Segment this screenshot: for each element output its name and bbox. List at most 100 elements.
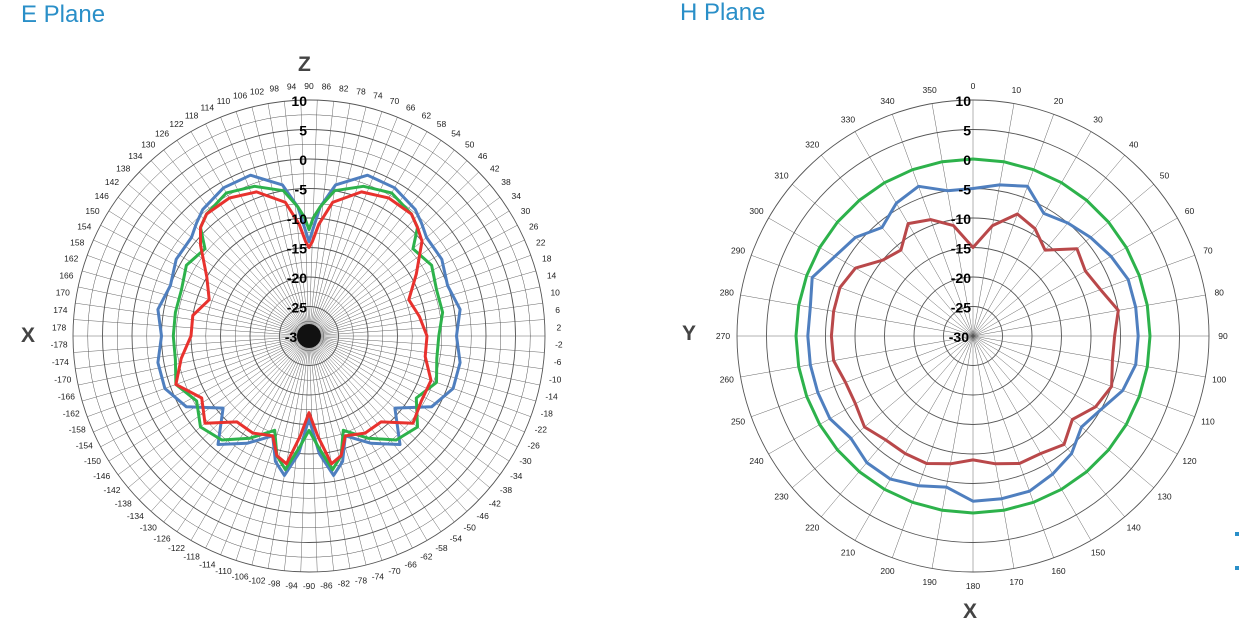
e-plane-angle-tick-label: -50: [464, 523, 477, 533]
e-plane-angle-tick-label: 110: [217, 96, 231, 106]
e-plane-angle-tick-label: 150: [85, 206, 99, 216]
h-plane-axis-x: X: [963, 600, 978, 623]
h-plane-spoke: [740, 335, 974, 378]
e-plane-angle-tick-label: -146: [93, 471, 110, 481]
e-plane-radial-tick-label: -15: [287, 241, 307, 257]
e-plane-spoke: [308, 335, 536, 402]
e-plane-angle-tick-label: 162: [64, 254, 78, 264]
h-plane-spoke: [972, 335, 1154, 488]
h-plane-angle-tick-label: 110: [1201, 417, 1215, 427]
h-plane-angle-tick-label: 210: [841, 548, 855, 558]
h-plane-angle-tick-label: 140: [1127, 523, 1141, 533]
e-plane-spoke: [108, 210, 310, 337]
e-plane-spoke: [73, 335, 310, 353]
h-plane-radial-labels: 10 5 0 -5 -10 -15 -20 -25 -30: [949, 93, 971, 345]
h-plane-angle-tick-label: 50: [1160, 170, 1170, 180]
e-plane-spoke: [308, 286, 540, 337]
h-plane-angle-tick-label: 280: [720, 288, 734, 298]
e-plane-angle-tick-label: -74: [372, 571, 385, 581]
e-plane-angle-tick-label: -38: [500, 485, 513, 495]
e-plane-spoke: [78, 286, 310, 337]
h-plane-angle-tick-label: 180: [966, 581, 980, 591]
e-plane-spoke: [267, 335, 310, 569]
e-plane-angle-tick-label: 78: [356, 86, 366, 96]
h-plane-spoke: [854, 131, 974, 337]
e-plane-spoke: [308, 335, 455, 523]
e-plane-spoke: [308, 335, 318, 572]
e-plane-angle-tick-label: 126: [155, 129, 169, 139]
e-plane-angle-tick-label: -142: [103, 485, 120, 495]
e-plane-series-3-line: [174, 190, 433, 466]
h-plane-angle-tick-label: 30: [1093, 114, 1103, 124]
h-plane-spoke: [821, 335, 974, 517]
h-plane-spoke: [972, 294, 1206, 337]
h-plane-angle-tick-label: 230: [774, 492, 788, 502]
e-plane-angle-tick-label: 66: [406, 103, 416, 113]
e-plane-angle-tick-label: -178: [51, 340, 68, 350]
e-plane-angle-tick-label: -102: [249, 576, 266, 586]
e-plane-angle-tick-label: 58: [437, 119, 447, 129]
e-plane-spoke: [251, 106, 310, 337]
e-plane-angle-tick-label: 178: [52, 322, 66, 332]
e-plane-spoke: [176, 140, 310, 337]
edge-decoration: [1235, 532, 1239, 536]
e-plane-radial-tick-label: 0: [299, 152, 307, 168]
h-plane-angle-tick-label: 270: [716, 331, 730, 341]
e-plane-spoke: [117, 197, 310, 337]
e-plane-angle-tick-label: 138: [116, 164, 130, 174]
e-plane-angle-tick-label: -106: [232, 571, 249, 581]
h-plane-spoke: [821, 155, 974, 337]
e-plane-angle-tick-label: -14: [545, 391, 558, 401]
e-plane-spoke: [220, 117, 310, 337]
e-plane-spoke: [308, 319, 545, 337]
e-plane-spoke: [108, 335, 310, 462]
e-plane-angle-tick-label: 14: [547, 271, 557, 281]
e-plane-angle-tick-label: 82: [339, 83, 349, 93]
h-plane-spoke: [972, 155, 1125, 337]
e-plane-radial-tick-label: -10: [287, 211, 307, 227]
h-plane-spoke: [768, 217, 974, 337]
e-plane-spoke: [308, 197, 501, 337]
h-plane-spoke: [972, 335, 1178, 455]
e-plane-angle-tick-label: -2: [555, 340, 563, 350]
e-plane-angle-tick-label: -98: [268, 579, 281, 589]
e-plane-spoke: [267, 103, 310, 337]
e-plane-axis-x: X: [21, 324, 36, 347]
h-plane-angle-tick-label: 70: [1203, 245, 1213, 255]
e-plane-radial-tick-label: -20: [287, 270, 307, 286]
h-plane-radial-tick-label: -10: [951, 211, 971, 227]
e-plane-spoke: [308, 184, 490, 337]
h-plane-spoke: [972, 335, 1054, 558]
h-plane-angle-tick-label: 240: [749, 456, 763, 466]
h-plane-spoke: [972, 184, 1154, 337]
e-plane-angle-tick-label: -26: [528, 441, 541, 451]
e-plane-angle-tick-label: -110: [215, 566, 232, 576]
e-plane-angle-tick-label: -22: [535, 425, 548, 435]
e-plane-angle-tick-label: 142: [105, 177, 119, 187]
e-plane-radial-tick-label: -25: [287, 300, 307, 316]
e-plane-angle-tick-label: 62: [422, 110, 432, 120]
h-plane-angle-tick-label: 170: [1009, 577, 1023, 587]
h-plane-spoke: [892, 114, 974, 337]
e-plane-angle-tick-label: 106: [233, 91, 247, 101]
edge-decoration: [1235, 566, 1239, 570]
h-plane-angle-tick-label: 250: [731, 417, 745, 427]
e-plane-angle-tick-label: 154: [77, 221, 91, 231]
h-plane-angle-tick-label: 100: [1212, 374, 1226, 384]
e-plane-angle-tick-label: -46: [477, 511, 490, 521]
h-plane-radial-tick-label: -15: [951, 241, 971, 257]
h-plane-radial-tick-label: 10: [955, 93, 971, 109]
e-plane-angle-tick-label: -150: [84, 456, 101, 466]
e-plane-angle-tick-label: -166: [58, 391, 75, 401]
e-plane-spoke: [308, 239, 525, 337]
e-plane-angle-tick-label: -174: [52, 357, 69, 367]
e-plane-angle-tick-label: 18: [542, 254, 552, 264]
h-plane-spoke: [931, 103, 974, 337]
e-plane-spoke: [139, 171, 310, 337]
e-plane-spoke: [300, 335, 310, 572]
e-plane-angle-tick-label: 50: [465, 139, 475, 149]
e-plane-angle-tick-label: 158: [70, 237, 84, 247]
h-plane-spoke: [892, 335, 974, 558]
e-plane-angle-tick-label: 170: [56, 288, 70, 298]
